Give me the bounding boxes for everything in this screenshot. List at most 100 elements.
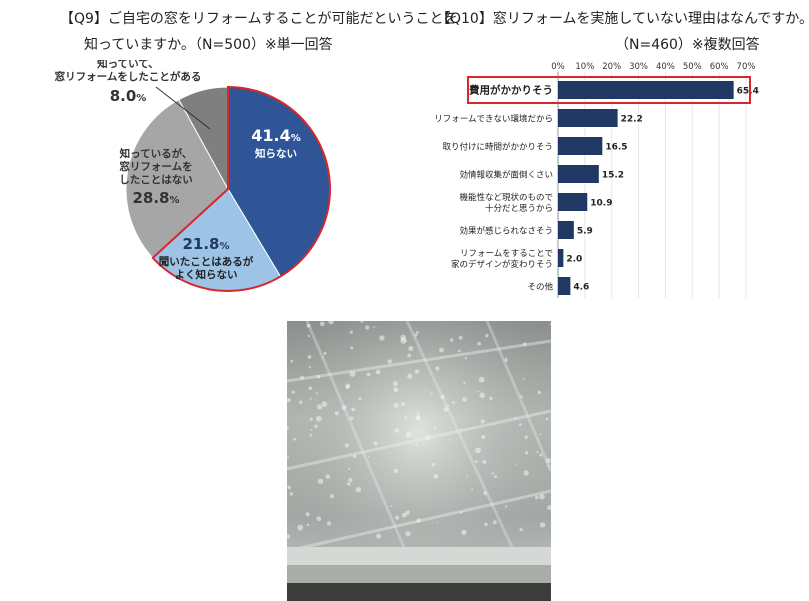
water-droplet: [308, 366, 311, 369]
pie-value-0: 41.4%: [251, 126, 301, 145]
category-label-4-0: 機能性など現状のもので: [459, 192, 553, 203]
water-droplet: [287, 398, 291, 403]
water-droplet: [348, 467, 351, 470]
bar-6: [558, 249, 564, 267]
water-droplet: [401, 512, 407, 518]
water-droplet: [316, 516, 322, 522]
water-droplet: [349, 330, 353, 334]
water-droplet: [492, 520, 497, 525]
water-droplet: [404, 416, 408, 419]
water-droplet: [519, 528, 523, 532]
water-droplet: [505, 357, 508, 359]
water-droplet: [481, 435, 486, 439]
water-droplet: [393, 381, 398, 387]
water-droplet: [376, 533, 382, 539]
water-droplet: [393, 402, 399, 408]
bar-value-label-3: 15.2: [602, 171, 624, 181]
water-droplet: [535, 495, 539, 500]
water-droplet: [373, 326, 376, 328]
water-droplet: [477, 341, 481, 346]
water-droplet: [483, 491, 488, 495]
water-droplet: [520, 395, 523, 399]
pie-label-text-2-2: したことはない: [119, 174, 193, 186]
water-droplet: [433, 474, 439, 479]
water-droplet: [523, 470, 529, 476]
water-droplet: [316, 375, 321, 379]
water-droplet: [484, 522, 488, 527]
water-droplet: [460, 428, 463, 431]
water-droplet: [316, 415, 322, 422]
water-droplet: [424, 434, 431, 441]
water-droplet: [466, 475, 468, 478]
water-droplet: [328, 321, 334, 325]
water-droplet: [297, 524, 304, 531]
water-droplet: [460, 511, 463, 514]
water-droplet: [341, 405, 347, 410]
pie-label-0: 41.4% 知らない: [251, 126, 301, 160]
water-droplet: [549, 323, 551, 325]
water-droplet: [379, 335, 385, 341]
water-droplet: [315, 392, 318, 395]
water-droplet: [462, 397, 467, 402]
bar-value-label-6: 2.0: [566, 255, 582, 265]
water-droplet: [515, 464, 518, 466]
water-droplet: [348, 477, 353, 483]
water-droplet: [387, 359, 392, 364]
water-droplet: [458, 335, 463, 340]
pie-label-text-0-0: 知らない: [255, 147, 297, 160]
water-droplet: [536, 450, 539, 454]
water-droplet: [306, 323, 311, 328]
water-droplet: [494, 475, 497, 479]
bar-value-label-7: 4.6: [573, 283, 589, 293]
water-droplet: [519, 423, 522, 426]
water-droplet: [326, 521, 332, 526]
category-label-4-1: 十分だと思うから: [485, 203, 553, 214]
water-droplet: [352, 454, 357, 458]
water-droplet: [291, 390, 295, 394]
water-droplet: [405, 531, 411, 537]
water-droplet: [287, 534, 291, 539]
pie-value-3: 8.0%: [110, 87, 147, 105]
water-droplet: [345, 405, 347, 408]
water-droplet: [447, 404, 450, 407]
category-label-0-0: 費用がかかりそう: [469, 84, 553, 97]
water-droplet: [448, 439, 451, 441]
water-droplet: [433, 427, 437, 430]
water-droplet: [298, 400, 303, 404]
water-droplet: [416, 331, 419, 334]
water-droplet: [482, 459, 487, 464]
water-droplet: [416, 412, 420, 415]
pie-label-text-1-0: 聞いたことはあるが: [159, 255, 254, 268]
water-droplet: [287, 426, 289, 430]
water-droplet: [401, 402, 405, 406]
water-droplet: [309, 434, 313, 437]
water-droplet: [547, 505, 551, 511]
water-droplet: [443, 406, 449, 412]
water-droplet: [351, 407, 356, 412]
pie-label-text-3-0: 知っていて、: [97, 60, 159, 70]
x-tick-label-7: 70%: [737, 62, 756, 72]
water-droplet: [480, 419, 485, 424]
water-droplet: [431, 462, 436, 467]
water-droplet: [477, 390, 480, 393]
pie-highlight-outline: [151, 85, 331, 292]
q10-title-line1: 【Q10】窓リフォームを実施していない理由はなんですか。: [436, 11, 809, 27]
x-tick-label-0: 0%: [551, 62, 565, 72]
water-droplet: [347, 482, 350, 486]
water-droplet: [407, 373, 413, 379]
water-droplet: [334, 411, 339, 416]
water-droplet: [344, 443, 349, 448]
water-droplet: [329, 494, 334, 499]
water-droplet: [287, 456, 289, 459]
water-droplet: [349, 371, 356, 377]
bar-0: [558, 81, 734, 99]
pie-label-text-3-1: 窓リフォームをしたことがある: [55, 70, 202, 83]
water-droplet: [539, 522, 546, 528]
water-droplet: [365, 325, 370, 330]
water-droplet: [522, 378, 525, 381]
water-droplet: [407, 353, 412, 358]
water-droplet: [290, 359, 294, 363]
